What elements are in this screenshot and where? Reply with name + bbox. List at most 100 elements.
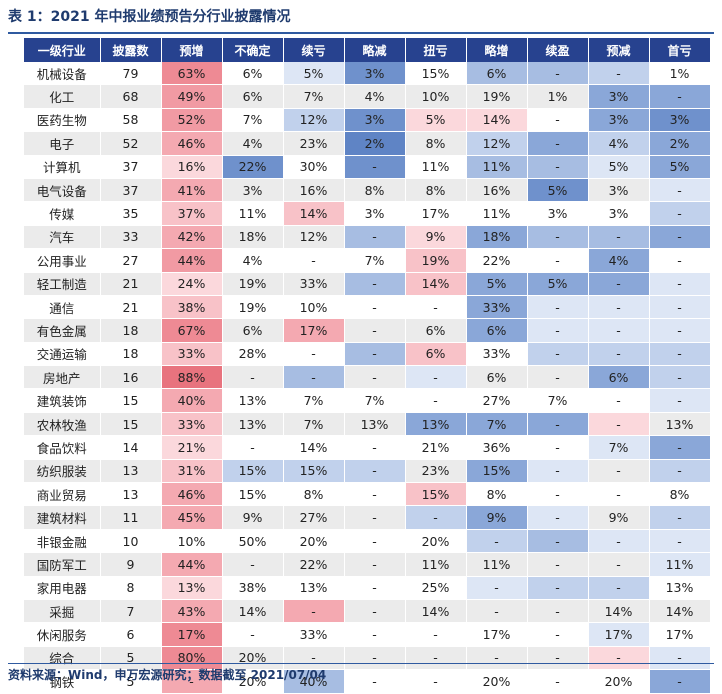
table-cell: - <box>527 342 589 367</box>
column-header: 披露数 <box>100 38 162 62</box>
industry-name-cell: 纺织服装 <box>24 459 101 484</box>
table-cell: 3% <box>649 108 711 133</box>
industry-name-cell: 公用事业 <box>24 248 101 273</box>
table-cell: - <box>527 318 589 343</box>
table-cell: 17% <box>588 622 650 647</box>
table-cell: 40% <box>283 669 345 694</box>
table-cell: - <box>649 365 711 390</box>
table-cell: 36% <box>466 435 528 460</box>
table-cell: 6% <box>222 318 284 343</box>
table-cell: 43% <box>161 599 223 624</box>
table-cell: 22% <box>466 248 528 273</box>
table-cell: 5% <box>283 62 345 86</box>
table-row: 化工 68 49% 6% 7% 4% 10% 19% 1% 3% - <box>24 84 711 109</box>
table-cell: - <box>649 272 711 296</box>
industry-name-cell: 国防军工 <box>24 552 101 577</box>
table-cell: - <box>588 459 650 484</box>
table-cell: - <box>405 388 467 413</box>
table-cell: - <box>649 225 711 250</box>
industry-name-cell: 轻工制造 <box>24 272 101 296</box>
table-cell: 21% <box>161 435 223 460</box>
industry-name-cell: 有色金属 <box>24 318 101 343</box>
table-row: 机械设备 79 63% 6% 5% 3% 15% 6% - -1% <box>24 62 711 86</box>
table-cell: 7% <box>344 388 406 413</box>
table-cell: 6% <box>222 62 284 86</box>
table-cell: 3% <box>588 108 650 133</box>
table-cell: 12% <box>466 131 528 156</box>
industry-name-cell: 建筑装饰 <box>24 388 101 413</box>
table-row: 非银金融 10 10% 50% 20% -20% - - - - <box>24 529 711 554</box>
table-row: 钢铁 5-20% 40% - -20% -20% - <box>24 669 711 694</box>
table-cell: 8% <box>405 178 467 203</box>
industry-name-cell: 计算机 <box>24 155 101 179</box>
table-cell: - <box>283 365 345 390</box>
table-cell: 9% <box>222 505 284 530</box>
table-row: 休闲服务 6 17% -33% - -17% -17% 17% <box>24 622 711 647</box>
table-cell: - <box>588 646 650 671</box>
table-cell: - <box>588 388 650 413</box>
table-cell: 14% <box>283 435 345 460</box>
table-cell: - <box>527 295 589 320</box>
column-header: 略增 <box>466 38 528 62</box>
table-cell: 18% <box>222 225 284 250</box>
table-cell: 19% <box>222 295 284 320</box>
table-cell: 3% <box>588 178 650 203</box>
table-cell: - <box>283 599 345 624</box>
table-cell: 11% <box>466 155 528 179</box>
table-cell: 23% <box>405 459 467 484</box>
table-cell: 33 <box>100 225 162 250</box>
table-row: 电气设备 37 41% 3% 16% 8% 8% 16% 5% 3% - <box>24 178 711 203</box>
industry-name-cell: 采掘 <box>24 599 101 624</box>
table-cell: 33% <box>466 295 528 320</box>
table-cell: 4% <box>344 84 406 109</box>
table-cell: - <box>649 459 711 484</box>
table-cell: - <box>588 576 650 600</box>
table-cell: 11% <box>466 201 528 226</box>
table-cell: - <box>527 108 589 133</box>
table-row: 医药生物 58 52% 7% 12% 3% 5% 14% -3% 3% <box>24 108 711 133</box>
table-cell: - <box>222 552 284 577</box>
table-cell: 14% <box>588 599 650 624</box>
table-cell: 2% <box>344 131 406 156</box>
table-cell: - <box>588 272 650 296</box>
table-cell: 5% <box>588 155 650 179</box>
table-cell: 3% <box>588 201 650 226</box>
table-cell: 11% <box>649 552 711 577</box>
table-cell: 20% <box>588 669 650 694</box>
table-cell: - <box>222 435 284 460</box>
column-header: 预增 <box>161 38 223 62</box>
table-cell: 37 <box>100 155 162 179</box>
table-cell: - <box>344 435 406 460</box>
table-row: 汽车 33 42% 18% 12% -9% 18% - - - <box>24 225 711 250</box>
table-cell: 45% <box>161 505 223 530</box>
table-cell: - <box>466 599 528 624</box>
table-cell: 6% <box>405 318 467 343</box>
table-cell: 11% <box>222 201 284 226</box>
industry-name-cell: 房地产 <box>24 365 101 390</box>
table-cell: 6% <box>588 365 650 390</box>
industry-name-cell: 建筑材料 <box>24 505 101 530</box>
table-cell: 10% <box>283 295 345 320</box>
table-cell: 23% <box>283 131 345 156</box>
table-cell: - <box>649 178 711 203</box>
industry-name-cell: 交通运输 <box>24 342 101 367</box>
table-cell: 5% <box>466 272 528 296</box>
table-cell: 4% <box>222 248 284 273</box>
table-cell: - <box>527 646 589 671</box>
industry-name-cell: 家用电器 <box>24 576 101 600</box>
table-cell: - <box>344 459 406 484</box>
table-cell: - <box>527 529 589 554</box>
table-cell: 6% <box>405 342 467 367</box>
table-cell: 8% <box>283 482 345 507</box>
table-cell: - <box>405 622 467 647</box>
table-cell: - <box>344 365 406 390</box>
table-cell: 52% <box>161 108 223 133</box>
table-cell: 13% <box>222 412 284 437</box>
table-cell: - <box>222 622 284 647</box>
table-cell: 15% <box>283 459 345 484</box>
table-cell: 11% <box>405 552 467 577</box>
table-cell: - <box>283 248 345 273</box>
column-header: 略减 <box>344 38 406 62</box>
column-header: 不确定 <box>222 38 284 62</box>
table-cell: 11% <box>466 552 528 577</box>
